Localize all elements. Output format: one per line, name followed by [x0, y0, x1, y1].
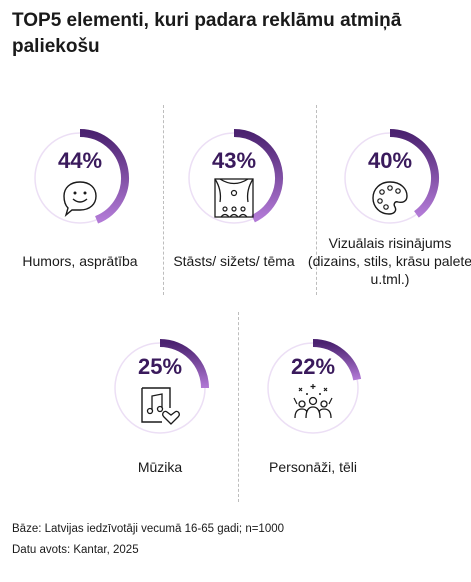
- ring-progress-arc: [79, 129, 129, 224]
- ring-progress-arc: [159, 339, 209, 389]
- label-music: Mūzika: [137, 459, 183, 475]
- music-note-heart-icon: [141, 387, 180, 425]
- divider-1: [163, 105, 164, 295]
- crowd-celebration-icon: [293, 384, 333, 419]
- label-story: Stāsts/ sižets/ tēma: [173, 253, 295, 269]
- ring-music: [114, 339, 209, 434]
- theater-stage-icon: [214, 178, 254, 218]
- ring-humor: [34, 129, 129, 224]
- chart-title: TOP5 elementi, kuri padara reklāmu atmiņ…: [12, 10, 402, 57]
- ring-progress-arc: [389, 129, 439, 218]
- percent-visual: 40%: [367, 148, 413, 173]
- percent-story: 43%: [211, 148, 257, 173]
- percent-music: 25%: [137, 354, 183, 379]
- footer-source: Datu avots: Kantar, 2025: [12, 544, 139, 556]
- label-humor: Humors, asprātība: [22, 253, 138, 269]
- label-characters: Personāži, tēli: [269, 459, 357, 475]
- divider-2: [316, 105, 317, 295]
- label-visual: Vizuālais risinājums (dizains, stils, kr…: [307, 235, 471, 287]
- footer-base: Bāze: Latvijas iedzīvotāji vecumā 16-65 …: [12, 523, 285, 535]
- ring-story: [188, 129, 283, 224]
- ring-visual: [344, 129, 439, 224]
- palette-icon: [372, 181, 408, 215]
- ring-progress-arc: [233, 129, 283, 223]
- ring-characters: [267, 339, 362, 434]
- percent-characters: 22%: [290, 354, 336, 379]
- speech-bubble-smile-icon: [63, 181, 97, 217]
- percent-humor: 44%: [57, 148, 103, 173]
- divider-3: [238, 312, 239, 502]
- ring-progress-arc: [312, 339, 362, 381]
